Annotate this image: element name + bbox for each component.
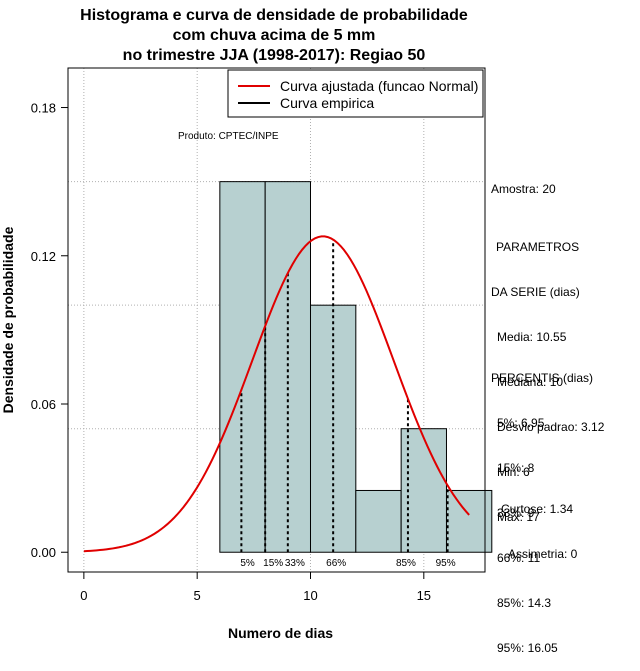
stat-max: Max: 17 — [497, 510, 540, 524]
stat-std: Desvio padrao: 3.12 — [497, 420, 605, 434]
percentiles-header: PERCENTIS (dias) — [491, 371, 594, 385]
title-line-2: com chuva acima de 5 mm — [172, 27, 376, 44]
title-line-1: Histograma e curva de densidade de proba… — [80, 7, 468, 24]
series-parameters: PARAMETROS DA SERIE (dias) Media: 10.55 … — [491, 210, 604, 540]
percentile-85: 85%: 14.3 — [497, 596, 552, 610]
percentile-95: 95%: 16.05 — [497, 641, 558, 655]
stat-min: Min: 6 — [497, 465, 530, 479]
percentile-66: 66%: 11 — [497, 551, 541, 565]
sample-size: Amostra: 20 — [491, 182, 556, 196]
chart-title: Histograma e curva de densidade de proba… — [0, 6, 548, 66]
x-tick-label: 5 — [194, 588, 201, 603]
kurtosis: Curtose: 1.34 — [501, 502, 574, 516]
histogram-bar — [355, 489, 402, 553]
percentile-label: 5% — [240, 558, 255, 569]
skewness: Assimetria: 0 — [508, 547, 578, 561]
percentile-label: 15% — [263, 558, 283, 569]
stat-mean: Media: 10.55 — [497, 330, 567, 344]
product-label: Produto: CPTEC/INPE — [178, 131, 279, 142]
shape-statistics: Curtose: 1.34 Assimetria: 0 — [501, 472, 577, 577]
x-tick-label: 10 — [303, 588, 317, 603]
percentile-33: 33%: 9 — [497, 506, 535, 520]
histogram-bar — [445, 489, 493, 553]
normal-curve — [83, 235, 470, 553]
stats-header-1: PARAMETROS — [496, 240, 580, 254]
percentile-label: 85% — [396, 558, 416, 569]
stats-header-2: DA SERIE (dias) — [491, 285, 580, 299]
legend-box — [227, 69, 484, 118]
percentiles-list: PERCENTIS (dias) 5%: 6.95 15%: 8 33%: 9 … — [491, 341, 593, 671]
x-axis-label: Numero de dias — [228, 625, 333, 641]
y-tick-label: 0.12 — [31, 249, 56, 264]
legend-label: Curva ajustada (funcao Normal) — [280, 78, 478, 94]
percentile-5: 5%: 6.95 — [497, 416, 545, 430]
histogram-bar — [219, 181, 266, 553]
x-tick-label: 15 — [417, 588, 431, 603]
y-axis-label: Densidade de probabilidade — [0, 226, 16, 413]
title-line-3: no trimestre JJA (1998-2017): Regiao 50 — [122, 47, 426, 64]
x-tick-label: 0 — [80, 588, 87, 603]
percentile-15: 15%: 8 — [497, 461, 535, 475]
y-tick-label: 0.00 — [31, 545, 56, 560]
stat-median: Mediana: 10 — [497, 375, 564, 389]
percentile-label: 66% — [326, 558, 346, 569]
percentile-label: 95% — [436, 558, 456, 569]
y-tick-label: 0.06 — [31, 397, 56, 412]
legend-label: Curva empirica — [280, 95, 374, 111]
percentile-label: 33% — [285, 558, 305, 569]
y-tick-label: 0.18 — [31, 101, 56, 116]
